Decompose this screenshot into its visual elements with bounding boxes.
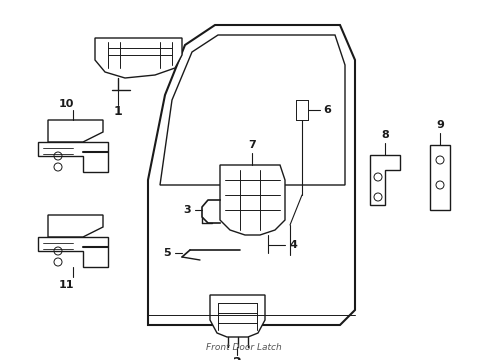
Polygon shape (48, 120, 103, 142)
Polygon shape (48, 215, 103, 237)
Polygon shape (148, 25, 354, 325)
Text: 1: 1 (113, 105, 122, 118)
Text: 4: 4 (288, 240, 296, 250)
Polygon shape (220, 165, 285, 235)
Polygon shape (369, 155, 399, 205)
Text: 11: 11 (58, 280, 74, 290)
Text: 10: 10 (58, 99, 74, 109)
Polygon shape (429, 145, 449, 210)
Polygon shape (38, 237, 108, 267)
Polygon shape (38, 142, 108, 172)
Text: 5: 5 (163, 248, 170, 258)
Text: 7: 7 (247, 140, 255, 150)
Text: Front Door Latch: Front Door Latch (206, 343, 281, 352)
Polygon shape (160, 35, 345, 185)
Text: 8: 8 (380, 130, 388, 140)
Text: 6: 6 (323, 105, 330, 115)
Text: 3: 3 (183, 205, 190, 215)
Polygon shape (95, 38, 182, 78)
Text: 2: 2 (232, 356, 241, 360)
Polygon shape (209, 295, 264, 337)
Text: 9: 9 (435, 120, 443, 130)
